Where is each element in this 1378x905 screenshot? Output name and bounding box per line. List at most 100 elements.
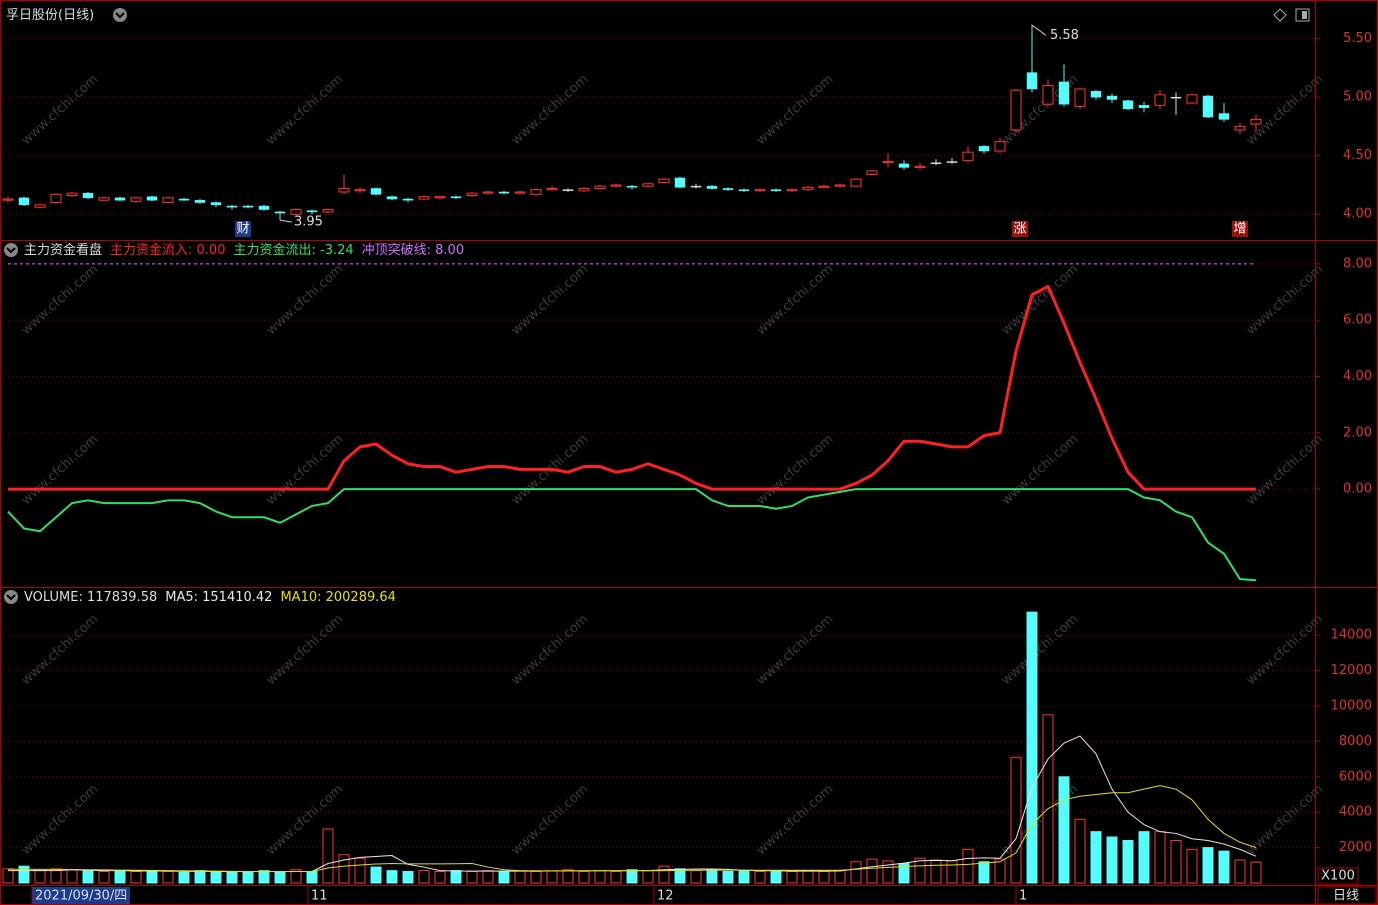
- period-box[interactable]: [1317, 886, 1377, 905]
- volume-bar: [34, 870, 46, 884]
- volume-bar: [226, 871, 238, 884]
- volume-bar: [866, 858, 878, 884]
- candle-body: [1202, 95, 1214, 118]
- volume-bar: [610, 870, 622, 884]
- panel-header: 主力资金看盘 主力资金流入: 0.00 主力资金流出: -3.24 冲顶突破线: 8.…: [24, 242, 464, 258]
- volume-bar: [1042, 714, 1054, 884]
- candle-body: [146, 196, 158, 201]
- candle-body: [466, 192, 478, 197]
- y-tick-label: 6.00: [1343, 313, 1372, 328]
- candle-body: [370, 188, 382, 195]
- event-marker: 财: [236, 222, 249, 237]
- volume-bar: [338, 854, 350, 884]
- candle-body: [1170, 96, 1182, 99]
- period-label[interactable]: 日线: [1333, 889, 1359, 904]
- menu-icon[interactable]: [113, 8, 127, 22]
- candle-body: [594, 185, 606, 189]
- candle-body: [18, 197, 30, 206]
- candle-body: [946, 161, 958, 163]
- candle-body: [162, 197, 174, 204]
- candle-body: [738, 189, 750, 192]
- candle-body: [1042, 84, 1054, 105]
- candle-body: [674, 177, 686, 188]
- volume-bar: [1218, 850, 1230, 884]
- candle-body: [194, 199, 206, 203]
- panel-header: 孚日股份(日线): [6, 8, 94, 23]
- volume-bar: [546, 870, 558, 884]
- volume-bar: [450, 870, 462, 884]
- legend-entry: 主力资金流出: -3.24: [233, 242, 353, 258]
- candle-body: [818, 185, 830, 188]
- chevron: [115, 12, 125, 19]
- candle-body: [82, 192, 94, 199]
- x-tick-label: 12: [657, 889, 674, 904]
- volume-bar: [482, 870, 494, 884]
- annotation-arrow: [1031, 24, 1047, 36]
- candle-body: [226, 205, 238, 208]
- volume-bar: [354, 857, 366, 884]
- candle-body: [1234, 125, 1246, 131]
- volume-bar: [1170, 840, 1182, 884]
- volume-bar: [706, 869, 718, 884]
- volume-bar: [642, 870, 654, 884]
- candle-body: [786, 189, 798, 192]
- volume-bar: [290, 869, 302, 884]
- volume-bar: [370, 866, 382, 884]
- window-icon-fill: [1302, 11, 1307, 19]
- legend-entry: 冲顶突破线: 8.00: [362, 242, 464, 258]
- candle-body: [978, 146, 990, 152]
- low-label: 3.95: [294, 215, 323, 230]
- chevron: [6, 247, 16, 254]
- candle-body: [450, 196, 462, 199]
- volume-bar: [402, 870, 414, 884]
- candle-body: [1010, 89, 1022, 131]
- candle-body: [658, 178, 670, 184]
- volume-bar: [130, 870, 142, 884]
- legend-entry: MA5: 151410.42: [165, 590, 272, 605]
- candle-body: [514, 191, 526, 194]
- volume-bar: [114, 870, 126, 884]
- candle-body: [34, 204, 46, 208]
- indicator-line: [7, 488, 1257, 582]
- volume-bar: [738, 870, 750, 884]
- window-icon[interactable]: [1295, 8, 1310, 22]
- volume-bar: [498, 870, 510, 884]
- menu-icon[interactable]: [4, 590, 18, 604]
- volume-bar: [178, 871, 190, 884]
- volume-bar: [66, 869, 78, 884]
- legend-entry: 主力资金流入: 0.00: [110, 242, 225, 258]
- candle-body: [690, 185, 702, 188]
- candle-body: [434, 196, 446, 199]
- indicator-line: [8, 284, 1256, 491]
- x-tick-label: 2021/09/30/四: [35, 889, 127, 904]
- volume-bar: [1138, 831, 1150, 884]
- legend-entry: 孚日股份(日线): [6, 8, 94, 23]
- volume-bar: [578, 870, 590, 884]
- candle-body: [722, 188, 734, 190]
- volume-bar: [98, 870, 110, 884]
- volume-bar: [1202, 847, 1214, 884]
- candle-body: [706, 185, 718, 189]
- candle-body: [850, 178, 862, 187]
- candle-body: [1106, 95, 1118, 100]
- chevron: [6, 594, 16, 601]
- candle-body: [834, 184, 846, 187]
- volume-bar: [1234, 859, 1246, 884]
- volume-bar: [514, 870, 526, 884]
- volume-bar: [1154, 831, 1166, 884]
- menu-icon[interactable]: [4, 243, 18, 257]
- candle-body: [1090, 91, 1102, 98]
- volume-bar: [1010, 756, 1022, 884]
- candle-body: [578, 187, 590, 192]
- candle-body: [754, 189, 766, 192]
- y-tick-label: 4.50: [1343, 148, 1372, 163]
- candle-body: [2, 198, 14, 201]
- volume-bar: [466, 870, 478, 884]
- volume-bar: [690, 870, 702, 884]
- candle-body: [338, 187, 350, 193]
- diamond-icon[interactable]: [1273, 8, 1287, 22]
- candle-body: [386, 196, 398, 200]
- candle-body: [626, 185, 638, 188]
- event-marker: 增: [1233, 222, 1246, 237]
